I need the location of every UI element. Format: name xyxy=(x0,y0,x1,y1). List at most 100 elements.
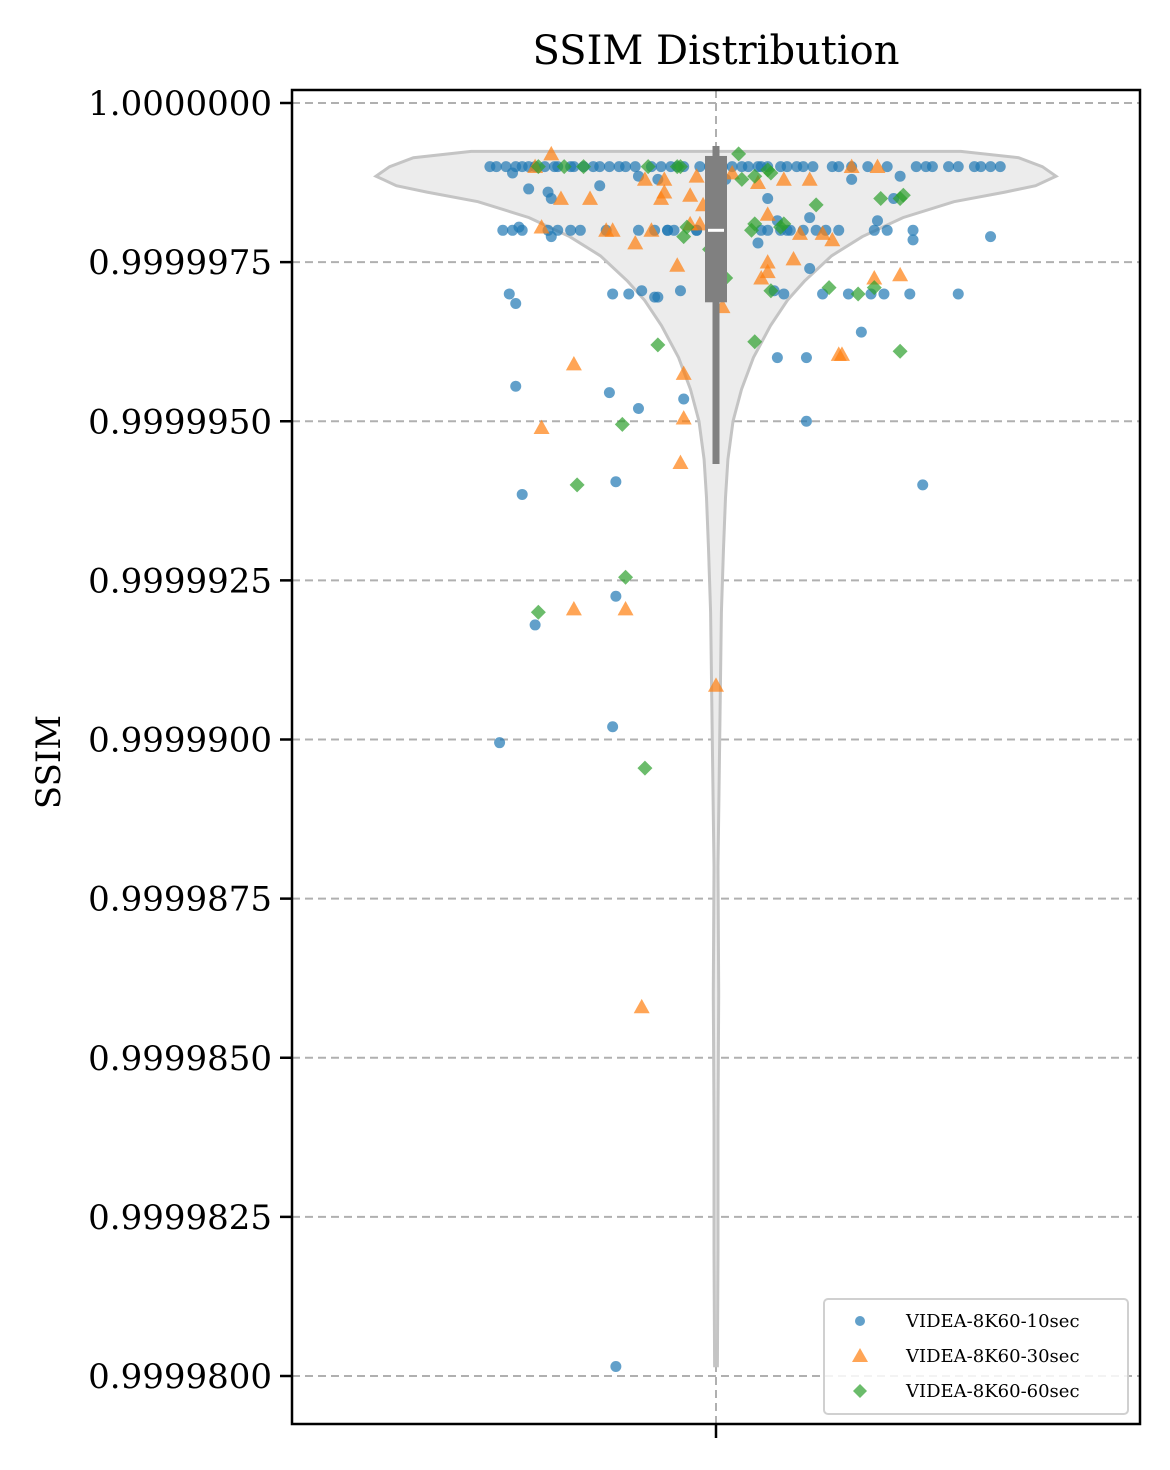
data-point xyxy=(510,297,522,309)
data-point xyxy=(833,161,845,173)
data-point xyxy=(607,288,619,300)
data-point xyxy=(668,224,680,236)
y-tick-label: 0.9999975 xyxy=(88,243,272,283)
data-point xyxy=(771,352,783,364)
data-point xyxy=(904,288,916,300)
data-point xyxy=(763,283,779,299)
data-point xyxy=(629,161,641,173)
data-point xyxy=(892,343,908,359)
data-point xyxy=(533,219,550,234)
legend-marker-diamond xyxy=(853,1384,867,1398)
data-point xyxy=(952,161,964,173)
data-point xyxy=(543,145,560,161)
data-point xyxy=(801,171,818,186)
data-point xyxy=(545,231,557,243)
data-point xyxy=(552,190,569,205)
y-axis-ticks: 1.0000000 0.9999975 0.9999950 0.9999925 0.99… xyxy=(88,84,292,1397)
data-point xyxy=(800,352,812,364)
y-tick-label: 0.9999825 xyxy=(88,1198,272,1238)
data-point xyxy=(747,334,763,350)
data-point xyxy=(530,159,546,175)
data-point xyxy=(691,215,708,231)
data-point xyxy=(545,192,557,204)
data-point xyxy=(762,192,774,204)
data-point xyxy=(804,212,816,224)
scatter-points xyxy=(484,145,1006,1372)
legend-box xyxy=(823,1298,1129,1415)
data-point xyxy=(656,171,673,186)
data-point xyxy=(804,262,816,274)
data-point xyxy=(565,355,582,371)
data-point xyxy=(895,187,911,203)
data-point xyxy=(731,146,747,162)
data-point xyxy=(623,288,635,300)
data-point xyxy=(497,224,509,236)
data-point xyxy=(576,159,592,175)
data-point xyxy=(868,224,880,236)
data-point xyxy=(833,346,850,361)
data-point xyxy=(672,159,688,175)
data-point xyxy=(843,158,860,174)
data-point xyxy=(872,215,883,227)
data-point xyxy=(529,619,541,631)
data-point xyxy=(747,168,763,184)
data-point xyxy=(775,171,792,186)
data-point xyxy=(503,288,515,300)
data-point xyxy=(907,224,919,236)
data-point xyxy=(643,222,660,237)
data-point xyxy=(603,387,615,399)
data-point xyxy=(781,161,793,173)
data-point xyxy=(985,231,997,243)
data-point xyxy=(850,286,866,302)
data-point xyxy=(763,165,779,181)
data-point xyxy=(682,187,699,202)
data-point xyxy=(637,760,653,776)
data-point xyxy=(652,291,664,303)
data-point xyxy=(620,161,632,173)
data-point xyxy=(855,326,867,338)
data-point xyxy=(866,270,883,285)
legend-label: VIDEA-8K60-30sec xyxy=(905,1346,1080,1367)
data-point xyxy=(778,288,790,300)
data-point xyxy=(568,161,580,173)
legend-marker-circle xyxy=(855,1316,865,1326)
axes-frame xyxy=(290,88,1142,1438)
data-point xyxy=(759,263,776,279)
data-point xyxy=(565,224,577,236)
data-point xyxy=(516,488,528,500)
data-point xyxy=(574,224,586,236)
data-point xyxy=(674,285,686,297)
data-point xyxy=(846,173,858,185)
y-tick-label: 1.0000000 xyxy=(88,84,272,124)
data-point xyxy=(842,288,854,300)
data-point xyxy=(565,601,582,616)
data-point xyxy=(881,161,893,173)
data-point xyxy=(679,219,695,235)
data-point xyxy=(632,403,644,415)
data-point xyxy=(894,170,906,182)
box-plot xyxy=(705,146,727,465)
data-point xyxy=(708,677,724,692)
y-tick-label: 0.9999850 xyxy=(88,1039,272,1079)
data-point xyxy=(494,737,506,749)
data-point xyxy=(675,410,692,425)
data-point xyxy=(523,183,535,195)
data-point xyxy=(675,365,692,380)
data-point xyxy=(490,161,502,173)
data-point xyxy=(759,206,776,221)
data-point xyxy=(594,180,606,192)
data-point xyxy=(610,590,622,602)
data-point xyxy=(878,288,890,300)
data-point xyxy=(869,158,886,174)
data-point xyxy=(762,224,774,236)
data-point xyxy=(785,250,802,266)
y-tick-label: 0.9999950 xyxy=(88,402,272,442)
data-point xyxy=(640,159,656,175)
legend-marker-triangle xyxy=(852,1348,868,1362)
data-point xyxy=(862,161,874,173)
y-tick-label: 0.9999925 xyxy=(88,561,272,601)
data-point xyxy=(797,161,809,173)
data-point xyxy=(688,168,705,183)
y-tick-label: 0.9999900 xyxy=(88,721,272,761)
